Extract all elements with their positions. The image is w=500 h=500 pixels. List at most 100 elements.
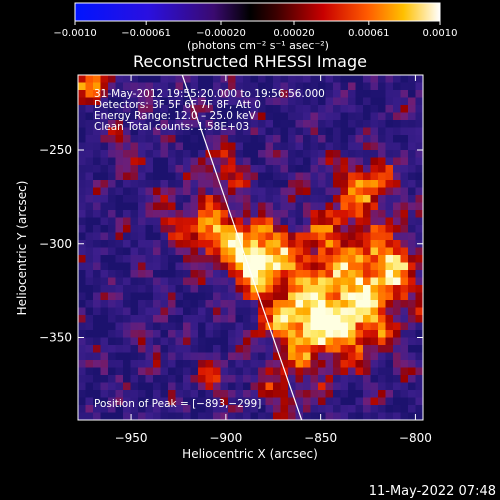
heatmap-cell xyxy=(168,97,176,106)
heatmap-cell xyxy=(408,262,416,271)
heatmap-cell xyxy=(243,322,251,331)
heatmap-cell xyxy=(318,127,326,136)
heatmap-cell xyxy=(370,150,379,158)
heatmap-cell xyxy=(303,307,311,316)
heatmap-cell xyxy=(408,270,416,278)
heatmap-cell xyxy=(280,247,289,256)
heatmap-cell xyxy=(205,330,214,338)
heatmap-cell xyxy=(235,75,244,83)
heatmap-cell xyxy=(295,90,304,98)
heatmap-cell xyxy=(333,97,341,106)
heatmap-cell xyxy=(220,157,229,166)
heatmap-cell xyxy=(93,105,101,113)
heatmap-cell xyxy=(220,75,229,83)
heatmap-cell xyxy=(400,195,409,203)
heatmap-cell xyxy=(183,292,191,301)
heatmap-cell xyxy=(108,412,116,420)
heatmap-cell xyxy=(400,165,409,173)
heatmap-cell xyxy=(303,142,311,151)
heatmap-cell xyxy=(273,165,281,173)
heatmap-cell xyxy=(288,367,296,376)
heatmap-cell xyxy=(145,97,154,106)
heatmap-cell xyxy=(333,397,341,406)
heatmap-cell xyxy=(288,397,296,406)
heatmap-cell xyxy=(168,120,176,128)
heatmap-cell xyxy=(273,97,281,106)
heatmap-cell xyxy=(400,135,409,143)
heatmap-cell xyxy=(333,300,341,308)
heatmap-cell xyxy=(153,322,161,331)
heatmap-cell xyxy=(130,360,139,368)
heatmap-cell xyxy=(378,112,386,121)
heatmap-cell xyxy=(273,247,281,256)
heatmap-cell xyxy=(333,390,341,398)
heatmap-cell xyxy=(93,195,101,203)
heatmap-cell xyxy=(183,270,191,278)
heatmap-cell xyxy=(265,180,274,188)
heatmap-cell xyxy=(145,352,154,361)
heatmap-cell xyxy=(130,247,139,256)
heatmap-cell xyxy=(355,75,364,83)
heatmap-cell xyxy=(198,322,206,331)
heatmap-cell xyxy=(235,382,244,391)
heatmap-cell xyxy=(175,150,184,158)
heatmap-cell xyxy=(318,262,326,271)
heatmap-cell xyxy=(138,345,146,353)
heatmap-cell xyxy=(348,97,356,106)
heatmap-cell xyxy=(123,82,131,91)
heatmap-cell xyxy=(400,90,409,98)
heatmap-cell xyxy=(85,307,94,316)
heatmap-cell xyxy=(325,322,334,331)
heatmap-cell xyxy=(85,172,94,181)
heatmap-cell xyxy=(175,397,184,406)
heatmap-cell xyxy=(393,307,401,316)
heatmap-cell xyxy=(363,397,371,406)
heatmap-cell xyxy=(295,75,304,83)
heatmap-cell xyxy=(198,292,206,301)
heatmap-cell xyxy=(205,217,214,226)
heatmap-cell xyxy=(153,202,161,211)
heatmap-cell xyxy=(198,352,206,361)
heatmap-cell xyxy=(123,172,131,181)
heatmap-cell xyxy=(100,292,109,301)
heatmap-cell xyxy=(153,157,161,166)
heatmap-cell xyxy=(153,397,161,406)
heatmap-cell xyxy=(145,90,154,98)
heatmap-cell xyxy=(153,352,161,361)
heatmap-cell xyxy=(333,105,341,113)
heatmap-cell xyxy=(108,240,116,248)
heatmap-cell xyxy=(243,337,251,346)
heatmap-cell xyxy=(243,172,251,181)
heatmap-cell xyxy=(93,375,101,383)
heatmap-cell xyxy=(190,330,199,338)
heatmap-cell xyxy=(235,367,244,376)
heatmap-cell xyxy=(228,397,236,406)
heatmap-cell xyxy=(130,352,139,361)
heatmap-cell xyxy=(183,127,191,136)
heatmap-cell xyxy=(85,405,94,413)
heatmap-cell xyxy=(145,75,154,83)
heatmap-cell xyxy=(228,367,236,376)
heatmap-cell xyxy=(183,390,191,398)
heatmap-cell xyxy=(183,225,191,233)
heatmap-cell xyxy=(355,360,364,368)
heatmap-cell xyxy=(115,352,124,361)
heatmap-cell xyxy=(205,135,214,143)
heatmap-cell xyxy=(273,375,281,383)
heatmap-cell xyxy=(355,315,364,323)
heatmap-cell xyxy=(228,300,236,308)
heatmap-cell xyxy=(265,150,274,158)
heatmap-cell xyxy=(363,352,371,361)
heatmap-cell xyxy=(138,90,146,98)
heatmap-cell xyxy=(385,232,394,241)
heatmap-cell xyxy=(378,202,386,211)
heatmap-cell xyxy=(273,135,281,143)
heatmap-cell xyxy=(408,382,416,391)
heatmap-cell xyxy=(220,285,229,293)
heatmap-cell xyxy=(265,277,274,286)
heatmap-cell xyxy=(288,127,296,136)
heatmap-cell xyxy=(93,90,101,98)
heatmap-cell xyxy=(183,315,191,323)
heatmap-cell xyxy=(175,210,184,218)
